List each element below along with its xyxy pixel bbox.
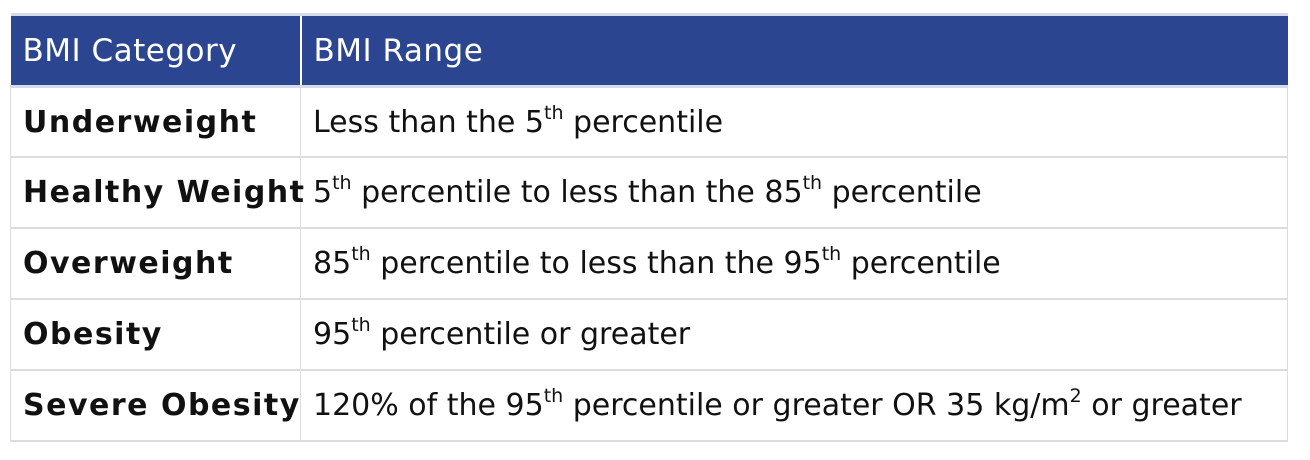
range-text: 5 bbox=[313, 175, 333, 210]
range-superscript: th bbox=[543, 385, 564, 407]
range-superscript: th bbox=[351, 314, 371, 336]
table-row: Obesity 95th percentile or greater bbox=[10, 299, 1288, 371]
category-cell: Overweight bbox=[10, 228, 301, 300]
range-text: percentile bbox=[841, 246, 1001, 281]
range-superscript: th bbox=[802, 172, 823, 194]
header-bmi-range: BMI Range bbox=[299, 13, 1288, 88]
range-cell: 5th percentile to less than the 85th per… bbox=[300, 157, 1288, 229]
range-text: 120% of the 95 bbox=[313, 388, 544, 423]
header-bmi-category: BMI Category bbox=[10, 13, 301, 88]
range-superscript: th bbox=[332, 172, 352, 194]
category-cell: Obesity bbox=[10, 299, 301, 371]
table-header-row: BMI Category BMI Range bbox=[10, 13, 1288, 88]
range-text: percentile bbox=[563, 104, 724, 140]
range-text: percentile or greater bbox=[370, 317, 691, 352]
range-text: percentile bbox=[822, 175, 982, 210]
table-row: Overweight 85th percentile to less than … bbox=[10, 228, 1288, 300]
range-cell: 85th percentile to less than the 95th pe… bbox=[300, 228, 1288, 300]
range-cell: Less than the 5th percentile bbox=[300, 86, 1288, 158]
range-text: 95 bbox=[313, 317, 352, 352]
range-superscript: th bbox=[351, 243, 371, 265]
table-row: Severe Obesity 120% of the 95th percenti… bbox=[10, 370, 1288, 442]
range-text: percentile to less than the 85 bbox=[351, 175, 803, 210]
range-text: 85 bbox=[313, 246, 352, 281]
table-row: Healthy Weight 5th percentile to less th… bbox=[10, 157, 1288, 229]
category-cell: Healthy Weight bbox=[10, 157, 304, 229]
range-superscript: th bbox=[821, 243, 842, 265]
category-cell: Severe Obesity bbox=[10, 370, 301, 442]
range-text: percentile to less than the 95 bbox=[370, 246, 822, 281]
range-superscript: th bbox=[544, 101, 564, 124]
range-cell: 95th percentile or greater bbox=[300, 299, 1288, 371]
bmi-category-table: BMI Category BMI Range Underweight Less … bbox=[10, 13, 1288, 442]
category-cell: Underweight bbox=[10, 86, 301, 158]
range-superscript: 2 bbox=[1069, 385, 1082, 407]
range-text: Less than the 5 bbox=[313, 104, 545, 140]
range-cell: 120% of the 95th percentile or greater O… bbox=[300, 370, 1288, 442]
range-text: percentile or greater OR 35 kg/m bbox=[563, 388, 1070, 423]
table-row: Underweight Less than the 5th percentile bbox=[10, 86, 1288, 158]
range-text: or greater bbox=[1081, 388, 1242, 423]
